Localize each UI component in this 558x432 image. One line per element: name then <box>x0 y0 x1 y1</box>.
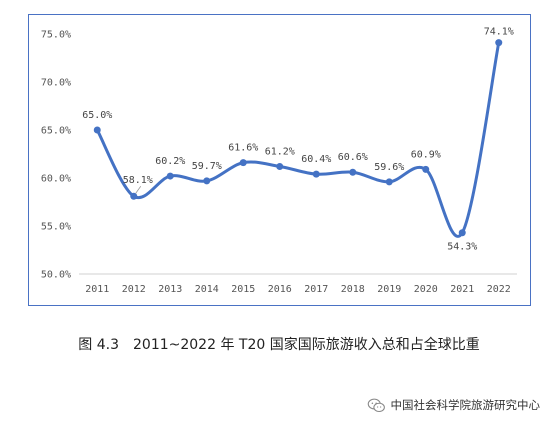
data-labels: 65.0% 58.1%60.2% 59.7% 61.6% 61.2% 60.4% 60.6%… <box>82 27 514 253</box>
data-point <box>385 178 393 186</box>
wechat-icon <box>367 398 385 412</box>
series-line <box>93 39 503 238</box>
x-tick-label: 2017 <box>304 284 328 295</box>
label-leader-line <box>135 186 142 194</box>
x-tick-label: 2015 <box>231 284 255 295</box>
data-point <box>203 177 211 185</box>
data-point <box>166 172 174 180</box>
data-label: 59.7% <box>192 161 222 172</box>
y-tick-label: 60.0% <box>41 174 71 185</box>
data-label: 74.1% <box>484 27 514 38</box>
data-label: 60.2% <box>155 156 185 167</box>
data-point <box>422 165 430 173</box>
data-point <box>130 192 138 200</box>
data-label: 60.9% <box>411 149 441 160</box>
watermark: 中国社会科学院旅游研究中心 <box>367 397 541 413</box>
y-tick-label: 70.0% <box>41 78 71 89</box>
series-path <box>95 41 501 238</box>
x-tick-label: 2012 <box>122 284 146 295</box>
figure-number: 图 4.3 <box>78 337 119 353</box>
x-tick-label: 2014 <box>195 284 219 295</box>
data-label: 60.4% <box>301 154 331 165</box>
data-point <box>458 229 466 237</box>
x-tick-label: 2019 <box>377 284 401 295</box>
x-tick-label: 2011 <box>85 284 109 295</box>
data-point <box>93 126 101 134</box>
data-point <box>312 170 320 178</box>
data-point <box>349 168 357 176</box>
chart-frame: 50.0% 55.0% 60.0% 65.0% 70.0% 75.0% 2011 2012 20… <box>28 14 531 306</box>
data-label: 65.0% <box>82 110 112 121</box>
x-tick-label: 2022 <box>487 284 511 295</box>
x-tick-label: 2021 <box>450 284 474 295</box>
data-label: 60.6% <box>338 152 368 163</box>
y-tick-label: 65.0% <box>41 126 71 137</box>
data-label: 59.6% <box>374 162 404 173</box>
data-label: 61.6% <box>228 143 258 154</box>
data-label: 58.1% <box>123 175 153 186</box>
line-chart: 50.0% 55.0% 60.0% 65.0% 70.0% 75.0% 2011 2012 20… <box>41 27 517 295</box>
x-tick-label: 2013 <box>158 284 182 295</box>
figure-title: 2011~2022 年 T20 国家国际旅游收入总和占全球比重 <box>133 337 480 353</box>
figure-caption: 图 4.3 2011~2022 年 T20 国家国际旅游收入总和占全球比重 <box>0 334 558 354</box>
data-label: 61.2% <box>265 146 295 157</box>
x-tick-label: 2018 <box>341 284 365 295</box>
data-point <box>239 159 247 167</box>
x-tick-label: 2016 <box>268 284 292 295</box>
watermark-text: 中国社会科学院旅游研究中心 <box>390 398 541 412</box>
data-label: 54.3% <box>447 242 477 253</box>
y-tick-label: 50.0% <box>41 270 71 281</box>
x-tick-label: 2020 <box>414 284 438 295</box>
axes: 50.0% 55.0% 60.0% 65.0% 70.0% 75.0% 2011 2012 20… <box>41 30 517 295</box>
y-tick-label: 75.0% <box>41 30 71 41</box>
data-point <box>276 162 284 170</box>
y-tick-label: 55.0% <box>41 222 71 233</box>
data-point <box>495 39 503 47</box>
